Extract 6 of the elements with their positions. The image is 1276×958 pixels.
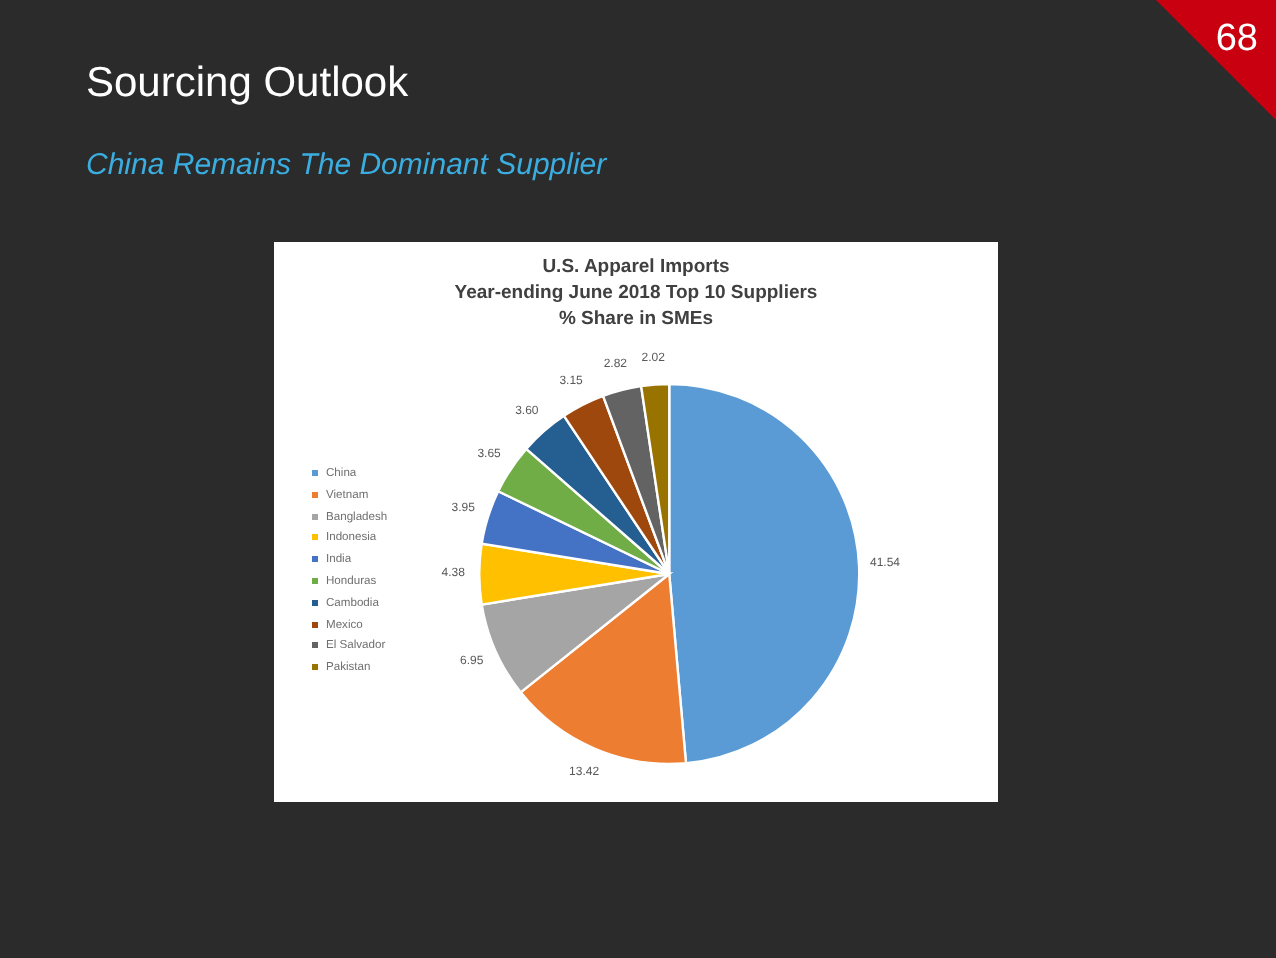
chart-title: Sourcing Outlook bbox=[86, 60, 409, 106]
text: Year-ending June 2018 Top 10 Suppliers bbox=[454, 282, 818, 304]
text: 68 bbox=[1215, 18, 1258, 60]
chart-subtitle: China Remains The Dominant Supplier bbox=[86, 148, 607, 182]
text: % Share in SMEs bbox=[558, 308, 714, 330]
text: U.S. Apparel Imports bbox=[542, 256, 730, 278]
